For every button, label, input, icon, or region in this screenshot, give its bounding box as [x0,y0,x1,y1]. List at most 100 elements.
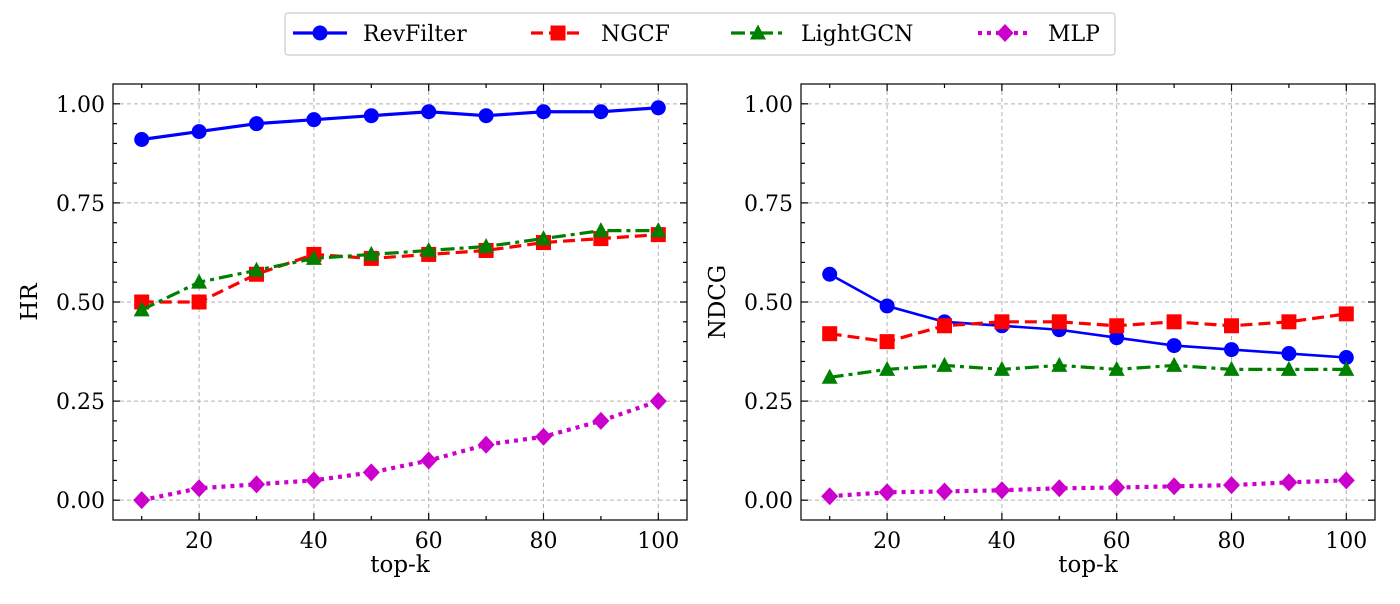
legend-label-ngcf: NGCF [601,22,670,47]
ndcg-point-revfilter [1109,330,1125,346]
legend-entry-revfilter: RevFilter [293,22,467,47]
legend-frame [284,12,1116,56]
ndcg-point-ngcf [1166,314,1182,330]
hr-point-lightgcn [248,261,265,277]
ndcg-point-revfilter [1166,338,1182,354]
hr-point-revfilter [134,131,150,147]
ndcg-point-mlp [1280,473,1298,492]
hr-point-mlp [477,435,495,454]
ndcg-point-lightgcn [1280,360,1297,376]
hr-y-tick-label: 0.00 [56,489,105,514]
hr-point-revfilter [478,108,494,124]
hr-point-revfilter [306,112,322,128]
hr-x-tick-label: 20 [185,529,213,554]
hr-point-revfilter [363,108,379,124]
hr-point-mlp [362,463,380,482]
hr-point-lightgcn [478,238,495,254]
hr-point-lightgcn [133,301,150,317]
hr-point-mlp [305,471,323,490]
ndcg-point-lightgcn [1108,360,1125,376]
hr-point-mlp [535,427,552,446]
ndcg-x-tick-label: 40 [988,529,1016,554]
ndcg-point-mlp [936,482,953,501]
ndcg-series-line-lightgcn [829,363,1347,379]
legend-marker-ngcf [550,25,566,41]
hr-point-revfilter [593,104,609,120]
hr-point-mlp [420,451,438,470]
ndcg-point-revfilter [1281,346,1297,362]
ndcg-point-lightgcn [879,360,896,376]
ndcg-point-ngcf [879,334,895,350]
ndcg-point-mlp [1050,479,1068,498]
ndcg-series-line-revfilter [829,273,1347,359]
ndcg-point-ngcf [937,318,952,334]
ndcg-point-mlp [1223,476,1240,495]
hr-point-lightgcn [592,222,609,238]
hr-y-tick-label: 0.50 [56,291,105,316]
hr-y-tick-label: 1.00 [56,93,105,118]
hr-point-mlp [190,479,208,498]
hr-series-line-lightgcn [141,229,659,312]
ndcg-point-revfilter [822,266,838,282]
hr-point-lightgcn [363,245,380,261]
ndcg-y-tick-label: 0.75 [744,192,793,217]
ndcg-point-ngcf [1281,314,1297,330]
legend-entry-mlp: MLP [978,22,1100,47]
hr-point-revfilter [650,100,666,116]
hr-series-line-ngcf [141,233,659,304]
ndcg-point-mlp [1108,478,1126,497]
ndcg-point-ngcf [822,326,838,342]
ndcg-point-mlp [821,487,839,506]
legend-label-lightgcn: LightGCN [801,22,913,47]
legend-entry-ngcf: NGCF [531,22,670,47]
ndcg-point-lightgcn [993,360,1010,376]
hr-x-tick-label: 40 [300,529,328,554]
ndcg-y-axis-label: NDCG [705,265,731,340]
hr-point-lightgcn [305,249,322,265]
hr-series-line-revfilter [141,106,659,142]
legend-label-revfilter: RevFilter [363,22,467,47]
ndcg-x-tick-label: 20 [873,529,901,554]
hr-y-tick-label: 0.75 [56,192,105,217]
legend-marker-revfilter [312,25,328,41]
ndcg-point-lightgcn [1223,360,1240,376]
hr-x-tick-label: 60 [415,529,443,554]
ndcg-series-line-mlp [829,478,1347,499]
ndcg-y-tick-label: 0.50 [744,291,793,316]
ndcg-x-tick-label: 100 [1325,529,1367,554]
ndcg-point-ngcf [1109,318,1125,334]
hr-point-mlp [133,491,151,510]
hr-point-ngcf [191,294,207,310]
legend-label-mlp: MLP [1048,22,1100,47]
hr-series-line-mlp [141,399,659,503]
hr-point-lightgcn [191,273,208,289]
hr-point-revfilter [536,104,551,120]
ndcg-point-lightgcn [1338,360,1355,376]
legend-marker-lightgcn [750,24,766,40]
hr-point-lightgcn [535,230,552,246]
ndcg-point-mlp [878,483,896,502]
hr-point-mlp [649,392,667,411]
ndcg-y-tick-label: 0.25 [744,390,793,415]
ndcg-series-line-ngcf [829,312,1347,344]
ndcg-point-mlp [993,481,1011,500]
ndcg-point-revfilter [1224,342,1239,358]
hr-point-mlp [592,411,610,430]
legend-entry-lightgcn: LightGCN [731,22,913,47]
ndcg-x-tick-label: 60 [1103,529,1131,554]
hr-point-revfilter [191,124,207,140]
ndcg-point-lightgcn [1051,356,1068,372]
hr-x-axis-label: top-k [370,552,431,578]
legend: RevFilter NGCF LightGCN MLP [284,12,1116,56]
ndcg-y-tick-label: 0.00 [744,489,793,514]
legend-marker-mlp [996,24,1014,42]
ndcg-x-tick-label: 80 [1218,529,1246,554]
ndcg-point-mlp [1165,477,1183,496]
ndcg-point-ngcf [994,314,1010,330]
ndcg-point-ngcf [1338,306,1354,322]
ndcg-chart-panel: 20 40 60 80 100 0.00 0.25 0.50 0.75 1.00 top-k NDCG [705,83,1376,578]
hr-point-revfilter [249,116,264,132]
ndcg-point-revfilter [1338,349,1354,365]
